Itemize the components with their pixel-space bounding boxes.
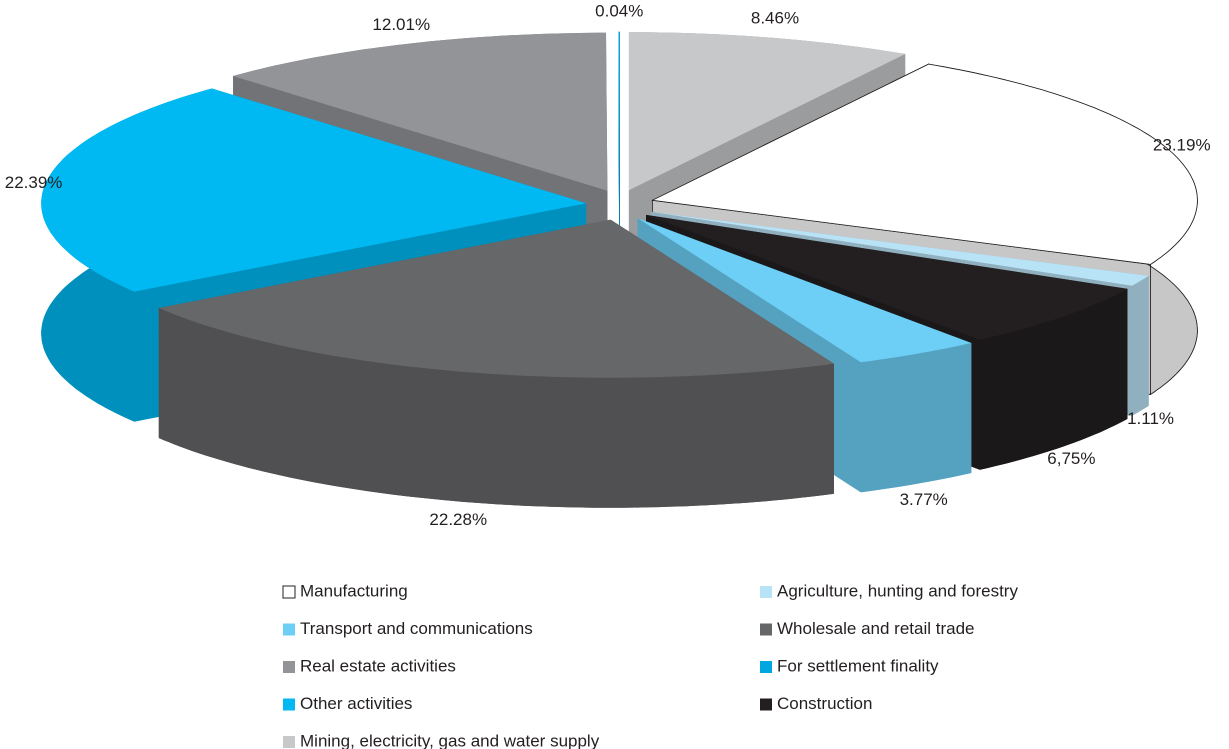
data-label: 12.01% xyxy=(372,15,430,34)
data-label: 23.19% xyxy=(1153,135,1211,154)
legend-label: Transport and communications xyxy=(300,619,533,638)
slice xyxy=(628,32,906,191)
legend-swatch xyxy=(282,585,296,599)
slice xyxy=(158,219,835,378)
legend-label: Construction xyxy=(777,694,872,713)
legend-swatch xyxy=(760,661,772,673)
legend-swatch xyxy=(283,661,295,673)
slice xyxy=(646,214,1128,340)
legend-label: For settlement finality xyxy=(777,656,939,675)
slice-side xyxy=(158,308,835,508)
data-label: 0.04% xyxy=(595,1,643,20)
legend-swatch xyxy=(760,623,772,636)
slice xyxy=(233,32,608,191)
legend-swatch xyxy=(760,586,772,598)
slice-side xyxy=(860,343,972,493)
slice xyxy=(650,211,1149,286)
data-label: 1.11% xyxy=(1127,409,1174,428)
data-label: 6,75% xyxy=(1047,449,1095,468)
slice xyxy=(41,88,587,292)
legend-swatch xyxy=(760,698,772,711)
slice-side xyxy=(1132,275,1149,416)
data-label: 22.39% xyxy=(5,173,63,192)
slice xyxy=(637,218,972,363)
legend-label: Other activities xyxy=(300,694,412,713)
legend-label: Wholesale and retail trade xyxy=(777,619,975,638)
legend-label: Real estate activities xyxy=(300,656,456,675)
legend-swatch xyxy=(283,736,295,748)
slice xyxy=(651,63,1198,265)
legend-label: Manufacturing xyxy=(300,581,408,600)
data-label: 8.46% xyxy=(751,8,799,27)
slice-side xyxy=(979,288,1128,470)
legend-label: Agriculture, hunting and forestry xyxy=(777,581,1018,600)
legend-label: Mining, electricity, gas and water suppl… xyxy=(300,731,600,749)
slice xyxy=(618,31,620,190)
data-label: 3.77% xyxy=(900,490,948,509)
legend-swatch xyxy=(283,698,295,711)
data-label: 22.28% xyxy=(429,510,487,529)
legend-swatch xyxy=(283,623,295,636)
